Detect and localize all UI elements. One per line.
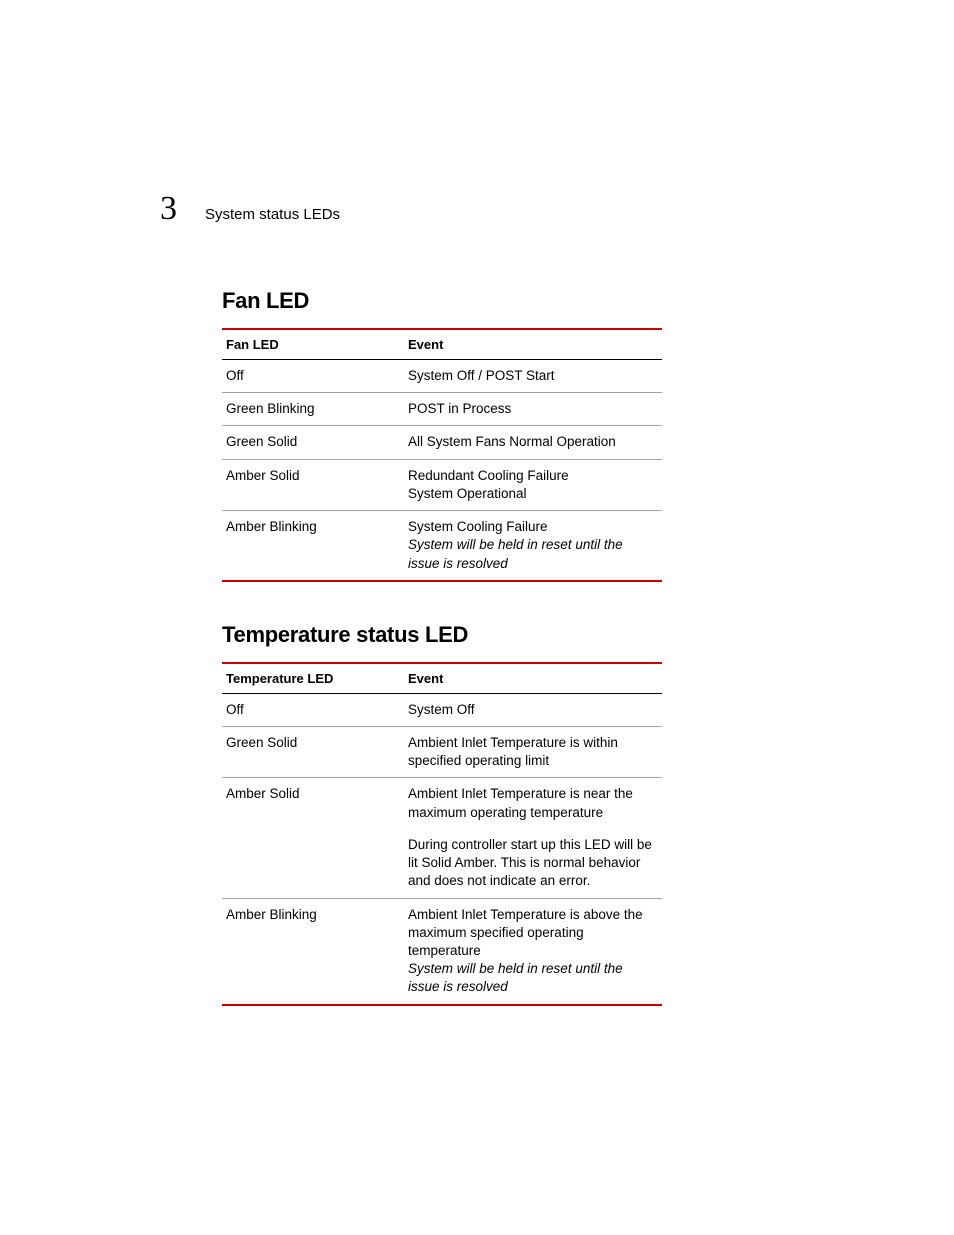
section: Temperature status LED Temperature LEDEve… [222, 622, 804, 1006]
state-cell: Amber Solid [222, 459, 404, 510]
event-text: System Cooling Failure [408, 518, 654, 536]
event-text: All System Fans Normal Operation [408, 433, 654, 451]
table-row: Amber SolidRedundant Cooling FailureSyst… [222, 459, 662, 510]
table-header-row: Temperature LEDEvent [222, 663, 662, 694]
event-cell: Redundant Cooling FailureSystem Operatio… [404, 459, 662, 510]
table-row: Green SolidAmbient Inlet Temperature is … [222, 726, 662, 777]
event-text: System will be held in reset until the i… [408, 960, 654, 996]
state-cell: Green Solid [222, 726, 404, 777]
state-cell: Amber Solid [222, 778, 404, 898]
table-header-row: Fan LEDEvent [222, 329, 662, 360]
page: 3 System status LEDs Fan LEDFan LEDEvent… [0, 0, 954, 1006]
table-row: Amber BlinkingSystem Cooling FailureSyst… [222, 511, 662, 581]
event-cell: All System Fans Normal Operation [404, 426, 662, 459]
state-cell: Amber Blinking [222, 898, 404, 1005]
event-text: System Off [408, 701, 654, 719]
table-header-cell: Fan LED [222, 329, 404, 360]
state-cell: Off [222, 360, 404, 393]
section-title: Temperature status LED [222, 622, 804, 648]
state-cell: Green Solid [222, 426, 404, 459]
paragraph-gap [408, 822, 654, 836]
led-table: Fan LEDEventOffSystem Off / POST StartGr… [222, 328, 662, 582]
table-row: Green SolidAll System Fans Normal Operat… [222, 426, 662, 459]
event-cell: Ambient Inlet Temperature is above the m… [404, 898, 662, 1005]
event-text: Redundant Cooling Failure [408, 467, 654, 485]
table-row: Amber SolidAmbient Inlet Temperature is … [222, 778, 662, 898]
event-text: Ambient Inlet Temperature is within spec… [408, 734, 654, 770]
chapter-number: 3 [160, 190, 177, 228]
event-text: System will be held in reset until the i… [408, 536, 654, 572]
section-title: Fan LED [222, 288, 804, 314]
table-row: Green BlinkingPOST in Process [222, 393, 662, 426]
table-row: OffSystem Off / POST Start [222, 360, 662, 393]
event-text: During controller start up this LED will… [408, 836, 654, 891]
table-header-cell: Event [404, 329, 662, 360]
state-cell: Green Blinking [222, 393, 404, 426]
table-row: Amber BlinkingAmbient Inlet Temperature … [222, 898, 662, 1005]
event-text: System Off / POST Start [408, 367, 654, 385]
event-cell: System Cooling FailureSystem will be hel… [404, 511, 662, 581]
table-row: OffSystem Off [222, 693, 662, 726]
sections-container: Fan LEDFan LEDEventOffSystem Off / POST … [160, 288, 804, 1006]
event-cell: Ambient Inlet Temperature is near the ma… [404, 778, 662, 898]
table-header-cell: Temperature LED [222, 663, 404, 694]
state-cell: Off [222, 693, 404, 726]
event-text: Ambient Inlet Temperature is above the m… [408, 906, 654, 961]
event-text: Ambient Inlet Temperature is near the ma… [408, 785, 654, 821]
event-text: System Operational [408, 485, 654, 503]
header-title: System status LEDs [205, 206, 340, 223]
event-cell: System Off [404, 693, 662, 726]
table-header-cell: Event [404, 663, 662, 694]
led-table: Temperature LEDEventOffSystem OffGreen S… [222, 662, 662, 1006]
page-header: 3 System status LEDs [160, 190, 804, 228]
event-cell: POST in Process [404, 393, 662, 426]
section: Fan LEDFan LEDEventOffSystem Off / POST … [222, 288, 804, 582]
event-text: POST in Process [408, 400, 654, 418]
state-cell: Amber Blinking [222, 511, 404, 581]
event-cell: Ambient Inlet Temperature is within spec… [404, 726, 662, 777]
event-cell: System Off / POST Start [404, 360, 662, 393]
